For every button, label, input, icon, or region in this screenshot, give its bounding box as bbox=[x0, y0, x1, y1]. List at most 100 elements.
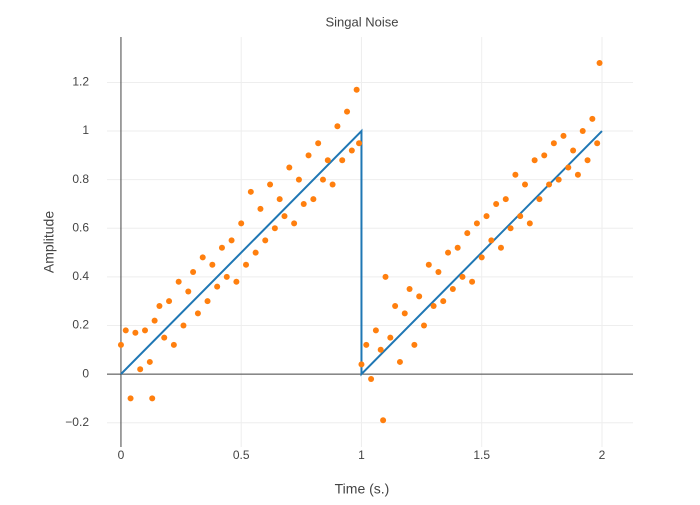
point bbox=[560, 132, 567, 139]
point bbox=[483, 213, 490, 220]
point bbox=[488, 237, 495, 244]
point bbox=[454, 244, 461, 251]
x-tick-label: 2 bbox=[599, 448, 606, 462]
point bbox=[291, 220, 298, 227]
point bbox=[546, 181, 553, 188]
point bbox=[199, 254, 206, 261]
point bbox=[459, 273, 466, 280]
x-axis-label: Time (s.) bbox=[335, 481, 390, 497]
point bbox=[295, 176, 302, 183]
point bbox=[329, 181, 336, 188]
point bbox=[156, 303, 163, 310]
point bbox=[353, 86, 360, 93]
point bbox=[358, 361, 365, 368]
point bbox=[117, 341, 124, 348]
point bbox=[334, 123, 341, 130]
point bbox=[170, 341, 177, 348]
y-tick-label: 1 bbox=[82, 123, 89, 137]
point bbox=[469, 278, 476, 285]
line bbox=[120, 128, 603, 377]
point bbox=[596, 60, 603, 67]
point bbox=[411, 341, 418, 348]
point bbox=[149, 395, 156, 402]
point bbox=[238, 220, 245, 227]
point bbox=[161, 334, 168, 341]
x-tick-label: 1.5 bbox=[473, 448, 490, 462]
point bbox=[440, 298, 447, 305]
point bbox=[194, 310, 201, 317]
point bbox=[286, 164, 293, 171]
point bbox=[151, 317, 158, 324]
point bbox=[570, 147, 577, 154]
point bbox=[137, 366, 144, 373]
point bbox=[382, 273, 389, 280]
point bbox=[339, 157, 346, 164]
point bbox=[512, 171, 519, 178]
point bbox=[363, 341, 370, 348]
point bbox=[276, 196, 283, 203]
point bbox=[175, 278, 182, 285]
point bbox=[218, 244, 225, 251]
point bbox=[435, 269, 442, 276]
point bbox=[416, 293, 423, 300]
point bbox=[348, 147, 355, 154]
point bbox=[420, 322, 427, 329]
point bbox=[190, 269, 197, 276]
point bbox=[281, 213, 288, 220]
point bbox=[305, 152, 312, 159]
point bbox=[478, 254, 485, 261]
point bbox=[531, 157, 538, 164]
point bbox=[214, 283, 221, 290]
point bbox=[310, 196, 317, 203]
point bbox=[517, 213, 524, 220]
y-tick-label: 0.8 bbox=[72, 172, 89, 186]
y-tick-label: 0.2 bbox=[72, 318, 89, 332]
point bbox=[507, 225, 514, 232]
y-tick-label: 1.2 bbox=[72, 75, 89, 89]
point bbox=[550, 140, 557, 147]
x-tick-label: 0.5 bbox=[233, 448, 250, 462]
point bbox=[209, 261, 216, 268]
x-tick-label: 1 bbox=[358, 448, 365, 462]
y-tick-label: −0.2 bbox=[65, 415, 89, 429]
point bbox=[425, 261, 432, 268]
point bbox=[228, 237, 235, 244]
point bbox=[502, 196, 509, 203]
point bbox=[579, 128, 586, 135]
point bbox=[396, 358, 403, 365]
point bbox=[536, 196, 543, 203]
point bbox=[473, 220, 480, 227]
point bbox=[522, 181, 529, 188]
point bbox=[377, 346, 384, 353]
y-tick-label: 0.4 bbox=[72, 269, 89, 283]
point bbox=[430, 303, 437, 310]
point bbox=[380, 417, 387, 424]
point bbox=[247, 188, 254, 195]
point bbox=[142, 327, 149, 334]
point bbox=[589, 115, 596, 122]
point bbox=[372, 327, 379, 334]
x-tick-label: 0 bbox=[118, 448, 125, 462]
chart-title: Singal Noise bbox=[326, 14, 399, 29]
point bbox=[541, 152, 548, 159]
point bbox=[594, 140, 601, 147]
point bbox=[356, 140, 363, 147]
point bbox=[344, 108, 351, 115]
point bbox=[324, 157, 331, 164]
point bbox=[319, 176, 326, 183]
point bbox=[185, 288, 192, 295]
point bbox=[146, 358, 153, 365]
y-tick-label: 0 bbox=[82, 366, 89, 380]
point bbox=[584, 157, 591, 164]
point bbox=[445, 249, 452, 256]
point bbox=[526, 220, 533, 227]
point bbox=[449, 286, 456, 293]
point bbox=[257, 205, 264, 212]
point bbox=[243, 261, 250, 268]
point bbox=[223, 273, 230, 280]
point bbox=[132, 329, 139, 336]
point bbox=[204, 298, 211, 305]
point bbox=[493, 200, 500, 207]
point bbox=[565, 164, 572, 171]
